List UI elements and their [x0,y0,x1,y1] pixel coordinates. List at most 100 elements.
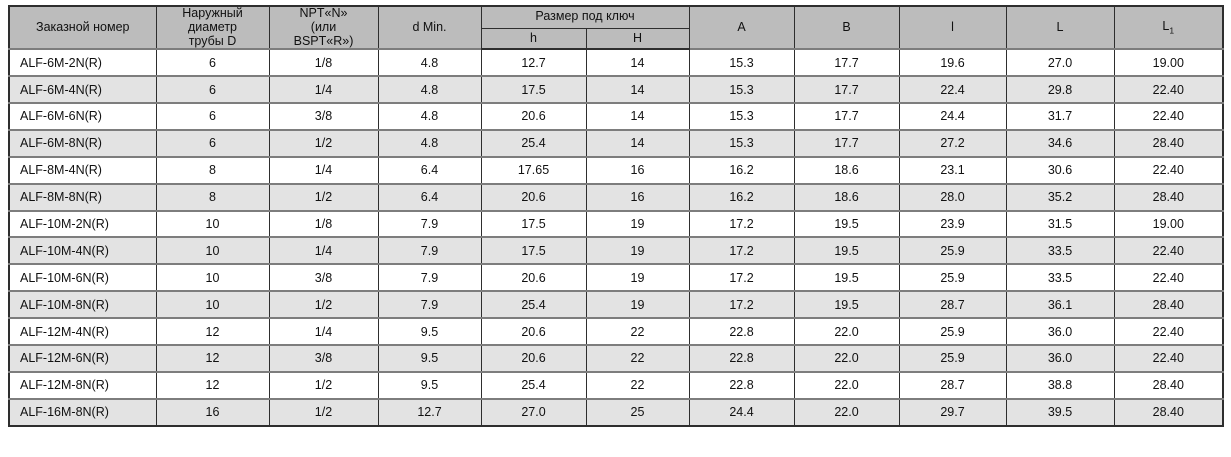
value-cell: 6 [155,75,270,105]
value-cell: 22.8 [688,317,795,347]
value-cell: 6 [155,102,270,131]
value-cell: 15.3 [688,102,795,131]
value-cell: 1/2 [268,370,379,400]
value-cell: 16 [585,182,690,212]
value-cell: 1/2 [268,182,379,212]
value-cell: 20.6 [480,344,587,373]
value-cell: 19 [585,236,690,266]
value-cell: 17.7 [793,75,900,105]
value-cell: 15.3 [688,128,795,158]
value-cell: 6.4 [377,182,482,212]
value-cell: 19.00 [1113,209,1224,239]
table-row: ALF-12M-6N(R) 12 3/8 9.5 20.6 22 22.8 22.0 25.9 3… [8,344,1224,373]
value-cell: 22.40 [1113,344,1224,373]
order-number-cell: ALF-6M-2N(R) [8,48,157,78]
col-header-a: A [688,5,795,50]
order-number-cell: ALF-12M-8N(R) [8,370,157,400]
value-cell: 28.40 [1113,128,1224,158]
value-cell: 9.5 [377,370,482,400]
col-header-l-upper: L [1005,5,1115,50]
value-cell: 10 [155,263,270,293]
value-cell: 22.40 [1113,75,1224,105]
value-cell: 22 [585,344,690,373]
value-cell: 19.5 [793,263,900,293]
value-cell: 1/4 [268,236,379,266]
value-cell: 20.6 [480,182,587,212]
spec-table-container: Заказной номер Наружный диаметр трубы D … [8,5,1225,427]
value-cell: 27.0 [1005,48,1115,78]
value-cell: 22.8 [688,370,795,400]
value-cell: 19 [585,209,690,239]
value-cell: 25.4 [480,370,587,400]
value-cell: 1/2 [268,397,379,427]
table-row: ALF-16M-8N(R) 16 1/2 12.7 27.0 25 24.4 22.0 29.7… [8,397,1224,427]
table-row: ALF-10M-6N(R) 10 3/8 7.9 20.6 19 17.2 19.5 25.9 3… [8,263,1224,293]
value-cell: 36.0 [1005,317,1115,347]
value-cell: 7.9 [377,263,482,293]
value-cell: 15.3 [688,75,795,105]
table-header: Заказной номер Наружный диаметр трубы D … [8,5,1224,51]
value-cell: 28.7 [898,290,1007,320]
value-cell: 9.5 [377,344,482,373]
table-row: ALF-10M-2N(R) 10 1/8 7.9 17.5 19 17.2 19.5 23.9 3… [8,209,1224,239]
value-cell: 25.9 [898,344,1007,373]
value-cell: 28.40 [1113,370,1224,400]
value-cell: 22.40 [1113,236,1224,266]
value-cell: 28.40 [1113,290,1224,320]
value-cell: 25.9 [898,317,1007,347]
col-header-b: B [793,5,900,50]
value-cell: 7.9 [377,290,482,320]
order-number-cell: ALF-10M-4N(R) [8,236,157,266]
value-cell: 20.6 [480,317,587,347]
value-cell: 12.7 [377,397,482,427]
value-cell: 8 [155,182,270,212]
value-cell: 8 [155,155,270,185]
value-cell: 29.7 [898,397,1007,427]
order-number-cell: ALF-6M-8N(R) [8,128,157,158]
value-cell: 19.5 [793,236,900,266]
value-cell: 22.40 [1113,155,1224,185]
value-cell: 12 [155,344,270,373]
value-cell: 17.5 [480,236,587,266]
value-cell: 36.1 [1005,290,1115,320]
value-cell: 10 [155,290,270,320]
value-cell: 30.6 [1005,155,1115,185]
order-number-cell: ALF-8M-8N(R) [8,182,157,212]
value-cell: 22.40 [1113,102,1224,131]
table-row: ALF-8M-4N(R) 8 1/4 6.4 17.65 16 16.2 18.6 23.1 30… [8,155,1224,185]
col-header-wrench-size: Размер под ключ [480,5,690,29]
col-header-order-number: Заказной номер [8,5,157,50]
value-cell: 28.0 [898,182,1007,212]
order-number-cell: ALF-8M-4N(R) [8,155,157,185]
value-cell: 22.0 [793,344,900,373]
value-cell: 12 [155,317,270,347]
value-cell: 12.7 [480,48,587,78]
order-number-cell: ALF-10M-2N(R) [8,209,157,239]
value-cell: 3/8 [268,263,379,293]
value-cell: 1/8 [268,209,379,239]
value-cell: 19.5 [793,290,900,320]
value-cell: 22.40 [1113,263,1224,293]
value-cell: 25 [585,397,690,427]
value-cell: 38.8 [1005,370,1115,400]
value-cell: 22.0 [793,370,900,400]
value-cell: 1/4 [268,75,379,105]
value-cell: 4.8 [377,102,482,131]
value-cell: 3/8 [268,344,379,373]
order-number-cell: ALF-6M-6N(R) [8,102,157,131]
value-cell: 31.7 [1005,102,1115,131]
order-number-cell: ALF-12M-4N(R) [8,317,157,347]
value-cell: 9.5 [377,317,482,347]
value-cell: 20.6 [480,102,587,131]
table-row: ALF-8M-8N(R) 8 1/2 6.4 20.6 16 16.2 18.6 28.0 35.… [8,182,1224,212]
spec-table: Заказной номер Наружный диаметр трубы D … [8,5,1225,427]
table-row: ALF-6M-8N(R) 6 1/2 4.8 25.4 14 15.3 17.7 27.2 34.… [8,128,1224,158]
value-cell: 23.9 [898,209,1007,239]
value-cell: 16.2 [688,155,795,185]
value-cell: 23.1 [898,155,1007,185]
col-header-l1: L1 [1113,5,1224,50]
value-cell: 19 [585,290,690,320]
value-cell: 28.7 [898,370,1007,400]
value-cell: 25.4 [480,290,587,320]
value-cell: 18.6 [793,182,900,212]
